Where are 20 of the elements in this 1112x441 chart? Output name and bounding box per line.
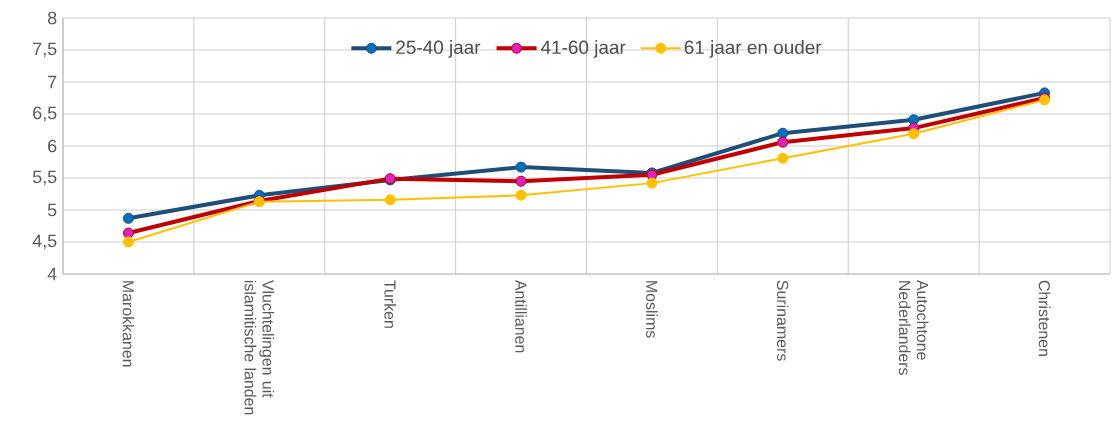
legend-label: 25-40 jaar — [396, 40, 481, 58]
y-tick-label: 6 — [48, 139, 57, 153]
legend-label: 41-60 jaar — [541, 40, 626, 58]
y-tick-label: 4,5 — [32, 234, 57, 250]
y-tick-label: 5 — [47, 203, 57, 217]
y-tick-label: 7 — [48, 75, 57, 89]
y-tick-label: 4 — [47, 267, 57, 281]
x-tick-label: Surinamers — [776, 280, 789, 361]
x-tick-label: Turken — [384, 280, 397, 328]
x-tick-label: Moslims — [646, 281, 658, 338]
y-tick-label: 5,5 — [32, 170, 57, 186]
y-tick-label: 6,5 — [33, 106, 57, 122]
legend-label: 61 jaar en ouder — [684, 40, 822, 58]
x-tick-label: Autochtone Nederlanders — [898, 279, 929, 375]
x-tick-label: Antillianen — [515, 279, 527, 353]
x-tick-label: Vluchtelingen uit islamitische landen — [244, 279, 275, 415]
x-tick-label: Christenen — [1038, 280, 1051, 356]
x-tick-label: Marokkanen — [122, 281, 135, 367]
y-tick-label: 8 — [47, 11, 57, 25]
y-tick-label: 7,5 — [33, 42, 57, 58]
